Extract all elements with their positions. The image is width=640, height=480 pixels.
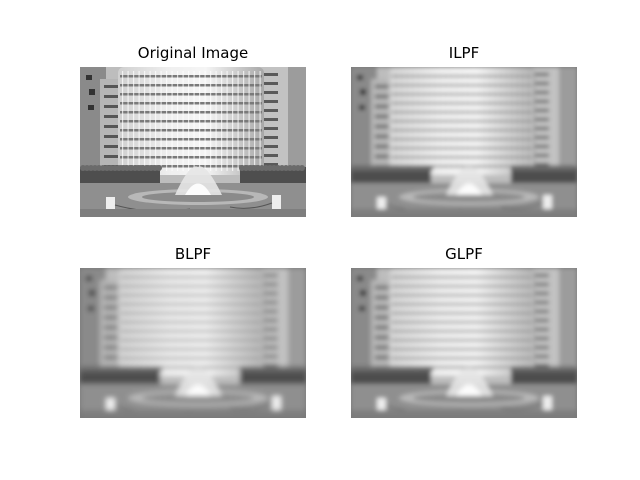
ilpf-filtered-image xyxy=(351,67,577,217)
panel-title-ilpf: ILPF xyxy=(448,44,480,62)
glpf-filtered-image xyxy=(351,268,577,418)
blpf-filtered-image xyxy=(80,268,306,418)
panel-title-original: Original Image xyxy=(137,44,249,62)
panel-title-glpf: GLPF xyxy=(445,245,483,263)
panel-title-blpf: BLPF xyxy=(174,245,212,263)
original-image xyxy=(80,67,306,217)
